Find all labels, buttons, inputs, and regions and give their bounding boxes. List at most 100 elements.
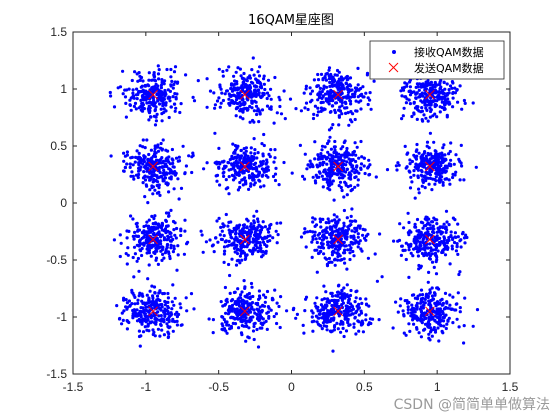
received-point xyxy=(272,160,276,164)
received-point xyxy=(146,167,150,171)
received-point xyxy=(391,326,395,330)
received-point xyxy=(427,319,431,323)
received-point xyxy=(342,221,346,225)
received-point xyxy=(421,221,425,225)
received-point xyxy=(455,317,459,321)
received-point xyxy=(154,313,158,317)
received-point xyxy=(146,324,150,328)
received-point xyxy=(183,229,187,233)
received-point xyxy=(333,73,337,77)
received-point xyxy=(320,157,324,161)
received-point xyxy=(260,326,264,330)
received-point xyxy=(272,121,276,125)
received-point xyxy=(326,309,330,313)
received-point xyxy=(313,104,317,108)
received-point xyxy=(138,344,142,348)
received-point xyxy=(244,295,249,299)
received-point xyxy=(212,250,216,254)
received-point xyxy=(432,326,436,330)
received-point xyxy=(349,246,353,250)
received-point xyxy=(302,91,306,95)
received-point xyxy=(178,110,182,115)
received-point xyxy=(258,232,262,236)
received-point xyxy=(227,97,231,101)
received-point xyxy=(331,249,335,253)
received-point xyxy=(408,158,412,162)
received-point xyxy=(144,95,148,99)
received-point xyxy=(340,188,344,193)
received-point xyxy=(140,84,144,88)
received-point xyxy=(122,159,126,163)
received-point xyxy=(245,245,249,249)
received-point xyxy=(427,336,431,340)
received-point xyxy=(179,323,183,327)
received-point xyxy=(263,300,267,304)
received-point xyxy=(364,297,368,301)
received-point xyxy=(131,316,135,320)
received-point xyxy=(176,253,180,257)
received-point xyxy=(234,161,238,165)
received-point xyxy=(436,302,440,306)
received-point xyxy=(463,101,467,105)
received-point xyxy=(453,231,457,235)
received-point xyxy=(220,322,224,326)
received-point xyxy=(222,260,226,264)
received-point xyxy=(260,250,264,254)
received-point xyxy=(158,165,162,169)
received-point xyxy=(262,132,266,137)
received-point xyxy=(165,67,169,72)
received-point xyxy=(329,88,333,92)
received-point xyxy=(346,87,350,91)
received-point xyxy=(231,321,235,325)
received-point xyxy=(314,173,318,177)
received-point xyxy=(222,245,227,249)
received-point xyxy=(121,92,125,96)
received-point xyxy=(278,98,282,102)
received-point xyxy=(213,103,217,107)
received-point xyxy=(143,178,148,182)
received-point xyxy=(154,317,158,321)
received-point xyxy=(440,105,444,110)
received-point xyxy=(428,131,432,135)
received-point xyxy=(314,223,319,227)
received-point xyxy=(435,312,439,316)
received-point xyxy=(343,261,347,265)
received-point xyxy=(258,112,262,116)
received-point xyxy=(255,89,259,93)
received-point xyxy=(433,182,437,186)
received-point xyxy=(451,96,455,100)
received-point xyxy=(273,178,278,183)
received-point xyxy=(169,67,173,72)
received-point xyxy=(333,218,337,222)
received-point xyxy=(361,330,365,334)
received-point xyxy=(330,253,334,257)
received-point xyxy=(134,155,138,159)
received-point xyxy=(217,67,221,71)
received-point xyxy=(326,150,330,154)
received-point xyxy=(408,329,412,333)
received-point xyxy=(222,234,226,238)
received-point xyxy=(172,244,176,248)
received-point xyxy=(401,114,405,118)
received-point xyxy=(404,101,408,105)
received-point xyxy=(259,95,263,99)
received-point xyxy=(224,311,228,315)
received-point xyxy=(278,325,282,330)
received-point xyxy=(174,156,179,160)
received-point xyxy=(402,106,406,110)
received-point xyxy=(414,96,418,100)
received-point xyxy=(417,331,421,335)
received-point xyxy=(246,154,250,158)
received-point xyxy=(425,237,429,241)
received-point xyxy=(436,307,440,311)
received-point xyxy=(397,238,402,242)
received-point xyxy=(166,335,170,340)
received-point xyxy=(353,230,357,234)
received-point xyxy=(136,234,141,238)
received-point xyxy=(241,98,245,102)
received-point xyxy=(177,312,181,317)
received-point xyxy=(457,272,461,277)
received-point xyxy=(320,148,324,152)
received-point xyxy=(455,88,459,92)
